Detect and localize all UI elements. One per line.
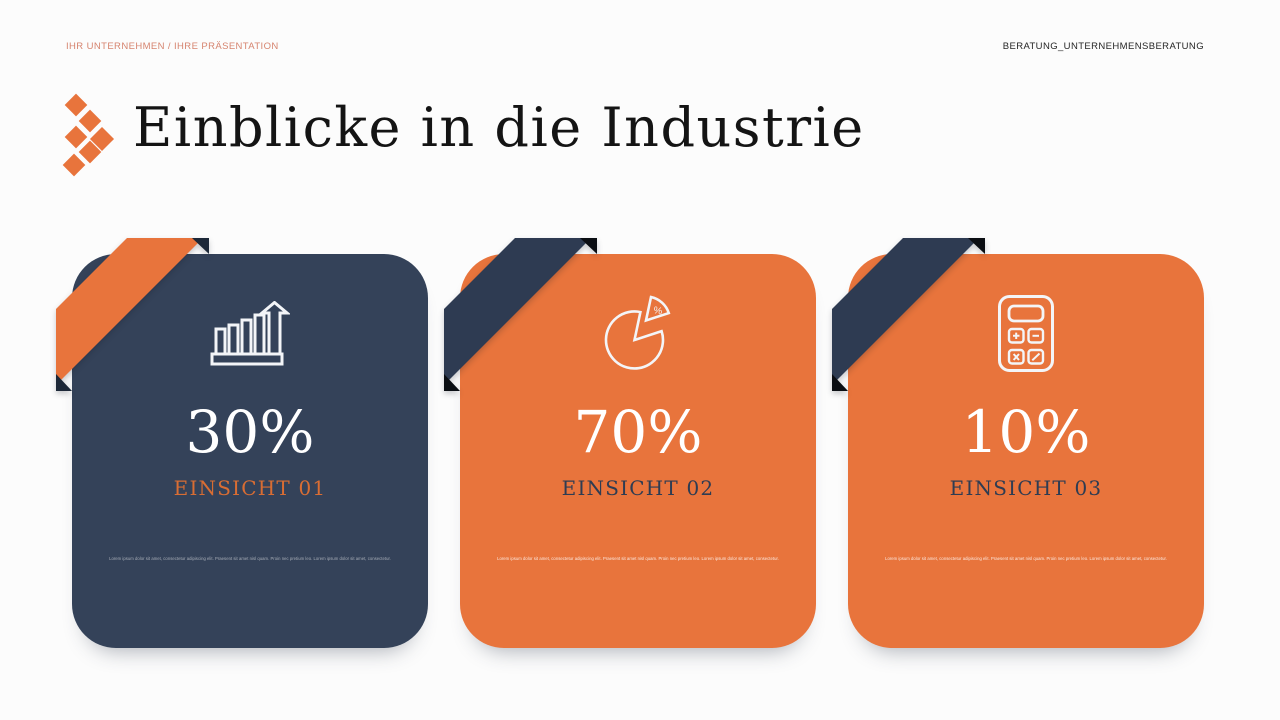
stat-percent: 10%: [961, 398, 1091, 466]
stat-label: EINSICHT 01: [173, 476, 327, 500]
stat-label: EINSICHT 02: [561, 476, 715, 500]
insight-card-1: 30% EINSICHT 01 Lorem ipsum dolor sit am…: [56, 238, 428, 648]
svg-text:%: %: [652, 305, 663, 317]
company-presentation-text: IHR UNTERNEHMEN / IHRE PRÄSENTATION: [66, 41, 279, 52]
consulting-header-text: BERATUNG_UNTERNEHMENSBERATUNG: [1002, 41, 1204, 52]
corner-ribbon: [444, 238, 597, 391]
page-title: Einblicke in die Industrie: [133, 96, 865, 159]
calculator-icon: [996, 292, 1056, 376]
card-description: Lorem ipsum dolor sit amet, consectetur …: [885, 556, 1167, 561]
diamond-cluster-icon: [62, 93, 115, 177]
card-description: Lorem ipsum dolor sit amet, consectetur …: [109, 556, 391, 561]
bar-chart-icon: [210, 292, 290, 376]
stat-percent: 70%: [573, 398, 703, 466]
insight-card-3: 10% EINSICHT 03 Lorem ipsum dolor sit am…: [832, 238, 1204, 648]
pie-chart-icon: %: [597, 292, 679, 376]
stat-percent: 30%: [185, 398, 315, 466]
stat-label: EINSICHT 03: [949, 476, 1103, 500]
card-description: Lorem ipsum dolor sit amet, consectetur …: [497, 556, 779, 561]
corner-ribbon: [832, 238, 985, 391]
insight-card-2: % 70% EINSICHT 02 Lorem ipsum dolor sit …: [444, 238, 816, 648]
corner-ribbon: [56, 238, 209, 391]
